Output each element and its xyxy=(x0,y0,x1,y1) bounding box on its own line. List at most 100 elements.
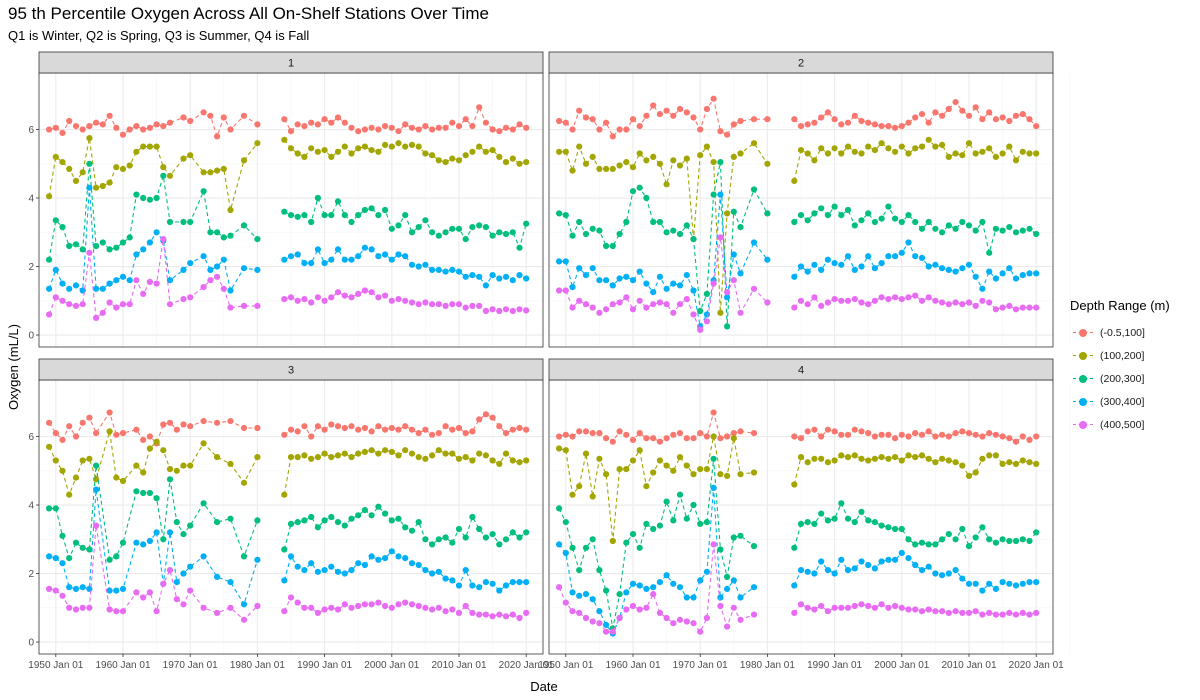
data-point xyxy=(670,280,677,287)
data-point xyxy=(865,517,872,524)
data-point xyxy=(690,311,697,318)
data-point xyxy=(724,433,731,440)
data-point xyxy=(72,123,80,130)
data-point xyxy=(99,285,106,292)
data-point xyxy=(764,299,771,306)
data-point xyxy=(952,99,959,106)
data-point xyxy=(952,608,959,615)
data-point xyxy=(166,419,174,426)
data-point xyxy=(797,147,805,154)
data-point xyxy=(569,167,576,174)
data-point xyxy=(368,553,375,560)
data-point xyxy=(1026,537,1033,545)
data-point xyxy=(348,150,355,157)
data-point xyxy=(476,222,483,229)
data-point xyxy=(133,191,140,198)
data-point xyxy=(93,522,100,529)
data-point xyxy=(811,426,818,433)
data-point xyxy=(858,117,865,125)
data-point xyxy=(395,296,402,303)
data-point xyxy=(972,273,979,280)
data-point xyxy=(502,613,510,620)
data-point xyxy=(676,584,684,591)
data-point xyxy=(1019,457,1026,464)
data-point xyxy=(697,152,704,159)
data-point xyxy=(898,123,905,130)
data-point xyxy=(844,143,852,150)
data-point xyxy=(146,239,153,246)
data-point xyxy=(918,254,926,261)
data-point xyxy=(355,128,362,135)
data-point xyxy=(240,302,248,309)
data-point xyxy=(140,126,147,133)
data-point xyxy=(328,421,335,428)
y-tick-label: 4 xyxy=(28,194,34,205)
data-point xyxy=(1006,302,1013,309)
data-point xyxy=(435,604,442,611)
data-point xyxy=(99,239,106,246)
data-point xyxy=(629,531,637,538)
data-point xyxy=(791,481,798,488)
data-point xyxy=(482,224,489,231)
data-point xyxy=(328,212,335,219)
data-point xyxy=(113,553,120,560)
data-point xyxy=(609,133,616,140)
data-point xyxy=(1006,117,1013,125)
data-point xyxy=(676,491,684,498)
data-point xyxy=(629,188,637,195)
data-point xyxy=(844,297,852,304)
data-point xyxy=(72,474,80,481)
data-point xyxy=(851,452,858,459)
data-point xyxy=(1019,536,1026,543)
data-point xyxy=(321,567,328,574)
x-tick-label: 2020 Jan 01 xyxy=(499,660,554,671)
data-point xyxy=(113,474,120,481)
data-point xyxy=(476,450,483,457)
x-tick-label: 1990 Jan 01 xyxy=(297,660,352,671)
data-point xyxy=(892,253,899,260)
data-point xyxy=(408,426,416,433)
data-point xyxy=(361,601,368,608)
data-point xyxy=(140,436,147,443)
data-point xyxy=(469,224,476,231)
data-point xyxy=(99,182,106,190)
data-point xyxy=(643,604,650,611)
data-point xyxy=(838,150,845,157)
data-point xyxy=(308,513,315,521)
data-point xyxy=(496,307,503,315)
data-point xyxy=(797,454,805,461)
x-tick-label: 1960 Jan 01 xyxy=(95,660,150,671)
data-point xyxy=(932,541,939,548)
data-point xyxy=(750,140,758,147)
data-point xyxy=(831,116,838,123)
data-point xyxy=(596,277,603,284)
data-point xyxy=(690,501,697,509)
data-point xyxy=(227,206,234,214)
data-point xyxy=(341,119,348,126)
data-point xyxy=(227,460,234,467)
data-point xyxy=(435,568,442,575)
data-point xyxy=(220,285,227,292)
data-point xyxy=(582,272,590,279)
data-point xyxy=(509,155,516,162)
data-point xyxy=(797,520,805,528)
data-point xyxy=(589,430,596,437)
data-point xyxy=(663,435,670,442)
data-point xyxy=(804,150,811,157)
data-point xyxy=(1033,460,1040,467)
data-point xyxy=(569,491,576,498)
data-point xyxy=(992,153,1000,160)
data-point xyxy=(912,292,919,299)
data-point xyxy=(435,157,442,164)
data-point xyxy=(321,260,328,267)
facet-strip-label: 1 xyxy=(288,58,294,70)
data-point xyxy=(697,628,704,635)
data-point xyxy=(408,261,416,268)
data-point xyxy=(173,519,180,526)
data-point xyxy=(582,114,590,121)
data-point xyxy=(898,296,905,303)
data-point xyxy=(764,210,771,217)
data-point xyxy=(254,302,261,309)
data-point xyxy=(972,469,979,476)
